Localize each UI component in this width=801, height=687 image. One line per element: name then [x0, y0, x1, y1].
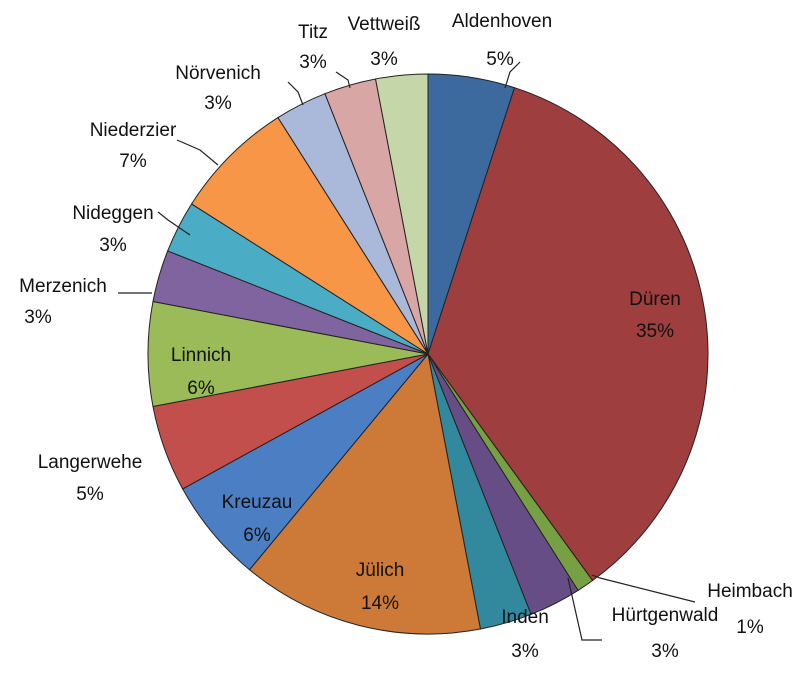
slice-label: Niederzier — [90, 120, 177, 141]
pie-slice — [248, 352, 482, 635]
leader-line — [591, 574, 696, 603]
slice-label: Nörvenich — [175, 63, 261, 84]
pie-slice — [374, 73, 429, 355]
leader-line — [157, 211, 191, 236]
slice-value-label: 5% — [76, 484, 104, 505]
slice-label: Vettweiß — [348, 14, 421, 35]
slice-value-label: 3% — [99, 235, 127, 256]
slice-value-label: 3% — [299, 52, 327, 73]
slice-label: Merzenich — [19, 276, 107, 297]
pie-slice — [427, 87, 709, 582]
leader-line — [335, 71, 351, 89]
slice-label: Titz — [298, 22, 328, 43]
slice-label: Heimbach — [707, 581, 793, 602]
slice-label: Langerwehe — [38, 452, 143, 473]
slice-value-label: 3% — [511, 641, 539, 662]
slice-label: Kreuzau — [222, 492, 293, 513]
slice-value-label: 14% — [361, 593, 399, 614]
slice-value-label: 3% — [24, 307, 52, 328]
slice-value-label: 1% — [736, 617, 764, 638]
slice-label: Hürtgenwald — [612, 605, 719, 626]
slice-label: Linnich — [171, 345, 231, 366]
leader-line — [504, 61, 521, 89]
slice-value-label: 3% — [204, 93, 232, 114]
slice-value-label: 3% — [651, 641, 679, 662]
slice-value-label: 7% — [119, 151, 147, 172]
pie-slice — [190, 116, 429, 355]
slice-value-label: 3% — [370, 49, 398, 70]
slice-label: Nideggen — [72, 203, 153, 224]
slice-value-label: 35% — [636, 321, 674, 342]
slice-label: Inden — [501, 607, 549, 628]
slice-value-label: 5% — [486, 49, 514, 70]
slice-label: Jülich — [356, 560, 405, 581]
slice-label: Aldenhoven — [452, 11, 552, 32]
slice-label: Düren — [629, 289, 681, 310]
slice-value-label: 6% — [243, 525, 271, 546]
leader-line — [287, 81, 304, 106]
slice-value-label: 6% — [187, 378, 215, 399]
leader-line — [176, 139, 219, 166]
leader-line — [567, 577, 602, 641]
